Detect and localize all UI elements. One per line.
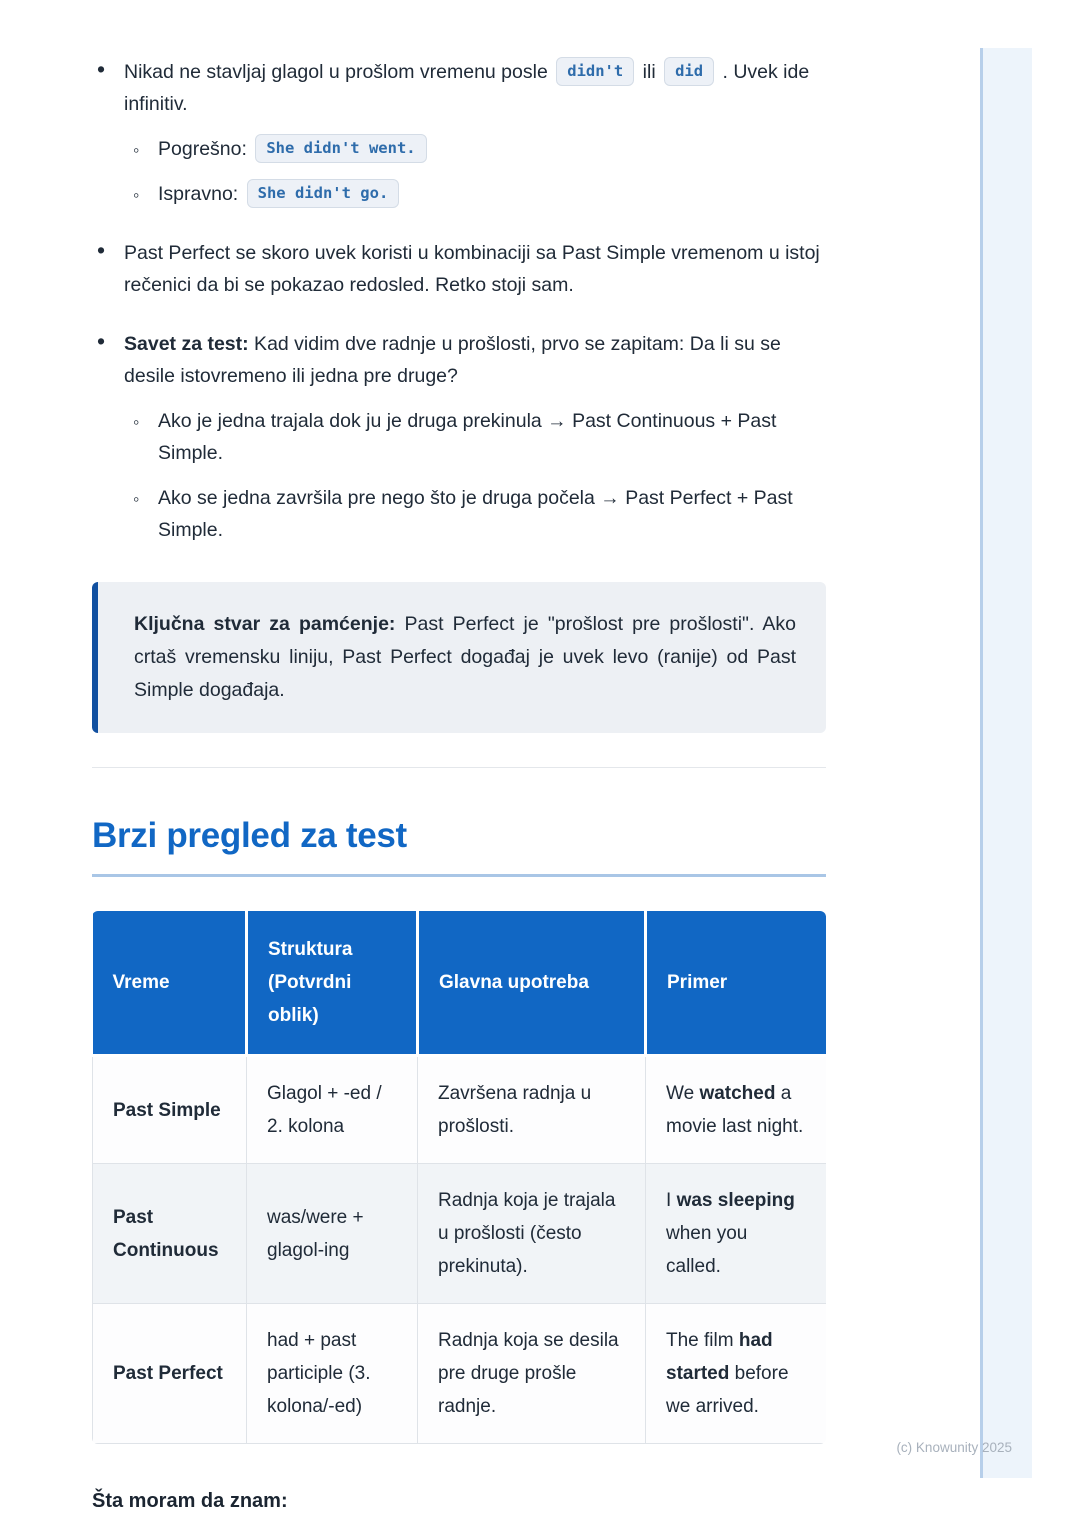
column-header-primer: Primer bbox=[645, 911, 826, 1057]
sub-bullet-item-correct-example: ◦ Ispravno: She didn't go. bbox=[124, 178, 826, 210]
review-table-container: Vreme Struktura (Potvrdni oblik) Glavna … bbox=[92, 911, 826, 1444]
bullet-icon: • bbox=[97, 237, 106, 263]
table-row-past-perfect: Past Perfect had + past participle (3. k… bbox=[92, 1303, 826, 1444]
bold-text: Savet za test: bbox=[124, 333, 249, 355]
cell-example: I was sleeping when you called. bbox=[645, 1163, 826, 1304]
bold-text: had started bbox=[666, 1330, 773, 1384]
sub-bullet-text: Ako se jedna završila pre nego što je dr… bbox=[158, 487, 793, 541]
text-run: I bbox=[666, 1190, 677, 1211]
text-run: Završena radnja u prošlosti. bbox=[438, 1083, 592, 1137]
cell-structure: had + past participle (3. kolona/-ed) bbox=[246, 1303, 418, 1444]
bullet-icon: • bbox=[97, 56, 106, 82]
text-run: was/were + glagol-ing bbox=[267, 1206, 364, 1261]
text-run: We bbox=[666, 1083, 700, 1104]
code-chip: didn't bbox=[556, 57, 635, 86]
bullet-text: Past Perfect se skoro uvek koristi u kom… bbox=[124, 242, 820, 296]
text-run: a movie last night. bbox=[666, 1083, 804, 1137]
code-chip: did bbox=[664, 57, 715, 86]
table-header-row: Vreme Struktura (Potvrdni oblik) Glavna … bbox=[92, 911, 826, 1057]
text-run: Nikad ne stavljaj glagol u prošlom vreme… bbox=[124, 61, 554, 83]
sub-bullet-item-wrong-example: ◦ Pogrešno: She didn't went. bbox=[124, 133, 826, 165]
cell-structure: was/were + glagol-ing bbox=[246, 1163, 418, 1304]
bold-text: Past Continuous bbox=[113, 1206, 219, 1261]
column-header-upotreba: Glavna upotreba bbox=[417, 911, 647, 1057]
bold-text: Past Simple bbox=[113, 1099, 221, 1121]
review-table: Vreme Struktura (Potvrdni oblik) Glavna … bbox=[92, 911, 826, 1444]
callout-text: Ključna stvar za pamćenje: Past Perfect … bbox=[134, 613, 796, 701]
sub-list-tip-cases: ◦ Ako je jedna trajala dok ju je druga p… bbox=[124, 405, 826, 546]
text-run: Past Perfect se skoro uvek koristi u kom… bbox=[124, 242, 820, 296]
text-run: Past Perfect je "prošlost pre prošlosti"… bbox=[134, 613, 796, 701]
text-run: Ako se jedna završila pre nego što je dr… bbox=[158, 487, 793, 541]
bold-text: was sleeping bbox=[676, 1190, 795, 1211]
text-run: Radnja koja se desila pre druge prošle r… bbox=[438, 1330, 619, 1417]
text-run: before we arrived. bbox=[666, 1363, 789, 1417]
watermark-text: (c) Knowunity 2025 bbox=[896, 1440, 1012, 1455]
table-body: Past Simple Glagol + -ed / 2. kolona Zav… bbox=[92, 1055, 826, 1444]
bullet-item-infinitive-rule: • Nikad ne stavljaj glagol u prošlom vre… bbox=[92, 56, 826, 210]
code-chip: She didn't go. bbox=[246, 179, 400, 208]
hollow-bullet-icon: ◦ bbox=[133, 489, 140, 509]
text-run: Ispravno: bbox=[158, 183, 244, 205]
text-run: Radnja koja je trajala u prošlosti (čest… bbox=[438, 1190, 616, 1277]
table-header: Vreme Struktura (Potvrdni oblik) Glavna … bbox=[92, 911, 826, 1057]
sub-bullet-item-perfect-case: ◦ Ako se jedna završila pre nego što je … bbox=[124, 482, 826, 546]
table-row-past-simple: Past Simple Glagol + -ed / 2. kolona Zav… bbox=[92, 1055, 826, 1164]
bold-text: Ključna stvar za pamćenje: bbox=[134, 613, 396, 635]
notes-list: • Nikad ne stavljaj glagol u prošlom vre… bbox=[92, 56, 826, 546]
bold-text: Past Perfect bbox=[113, 1363, 223, 1384]
hollow-bullet-icon: ◦ bbox=[133, 185, 140, 205]
text-run: Pogrešno: bbox=[158, 138, 253, 160]
text-run: had + past participle (3. kolona/-ed) bbox=[267, 1330, 371, 1417]
sub-list-examples: ◦ Pogrešno: She didn't went. ◦ Ispravno:… bbox=[124, 133, 826, 210]
sub-bullet-item-continuous-case: ◦ Ako je jedna trajala dok ju je druga p… bbox=[124, 405, 826, 469]
column-header-struktura: Struktura (Potvrdni oblik) bbox=[246, 911, 419, 1057]
bullet-item-past-perfect-combo: • Past Perfect se skoro uvek koristi u k… bbox=[92, 237, 826, 301]
text-run: Ako je jedna trajala dok ju je druga pre… bbox=[158, 410, 777, 464]
cell-usage: Radnja koja je trajala u prošlosti (čest… bbox=[417, 1163, 646, 1304]
cell-example: We watched a movie last night. bbox=[645, 1055, 826, 1164]
bullet-text: Nikad ne stavljaj glagol u prošlom vreme… bbox=[124, 57, 810, 115]
text-run: The film bbox=[666, 1330, 739, 1351]
cell-usage: Radnja koja se desila pre druge prošle r… bbox=[417, 1303, 646, 1444]
hollow-bullet-icon: ◦ bbox=[133, 140, 140, 160]
page-edge-strip bbox=[980, 48, 1032, 1478]
cell-structure: Glagol + -ed / 2. kolona bbox=[246, 1055, 418, 1164]
bullet-item-test-tip: • Savet za test: Kad vidim dve radnje u … bbox=[92, 328, 826, 546]
text-run: Glagol + -ed / 2. kolona bbox=[267, 1083, 382, 1137]
column-header-vreme: Vreme bbox=[92, 911, 248, 1057]
bullet-text: Savet za test: Kad vidim dve radnje u pr… bbox=[124, 333, 781, 387]
next-section-heading: Šta moram da znam: bbox=[92, 1490, 288, 1512]
hollow-bullet-icon: ◦ bbox=[133, 412, 140, 432]
code-chip: She didn't went. bbox=[255, 134, 427, 163]
cell-example: The film had started before we arrived. bbox=[645, 1303, 826, 1444]
bold-text: watched bbox=[699, 1083, 776, 1104]
table-row-past-continuous: Past Continuous was/were + glagol-ing Ra… bbox=[92, 1163, 826, 1304]
cell-usage: Završena radnja u prošlosti. bbox=[417, 1055, 646, 1164]
sub-bullet-text: Ispravno: She didn't go. bbox=[158, 179, 402, 208]
bullet-icon: • bbox=[97, 328, 106, 354]
text-run: when you called. bbox=[666, 1223, 748, 1277]
key-point-callout: Ključna stvar za pamćenje: Past Perfect … bbox=[92, 582, 826, 733]
document-content: • Nikad ne stavljaj glagol u prošlom vre… bbox=[92, 40, 826, 1513]
cell-tense: Past Continuous bbox=[92, 1163, 247, 1304]
sub-bullet-text: Pogrešno: She didn't went. bbox=[158, 134, 430, 163]
text-run: ili bbox=[637, 61, 662, 83]
text-run: . Uvek ide infinitiv. bbox=[124, 61, 810, 115]
page-title: Brzi pregled za test bbox=[92, 816, 826, 877]
cell-tense: Past Perfect bbox=[92, 1303, 247, 1444]
sub-bullet-text: Ako je jedna trajala dok ju je druga pre… bbox=[158, 410, 776, 464]
cell-tense: Past Simple bbox=[92, 1055, 247, 1164]
section-divider bbox=[92, 767, 826, 768]
text-run: Kad vidim dve radnje u prošlosti, prvo s… bbox=[124, 333, 781, 387]
